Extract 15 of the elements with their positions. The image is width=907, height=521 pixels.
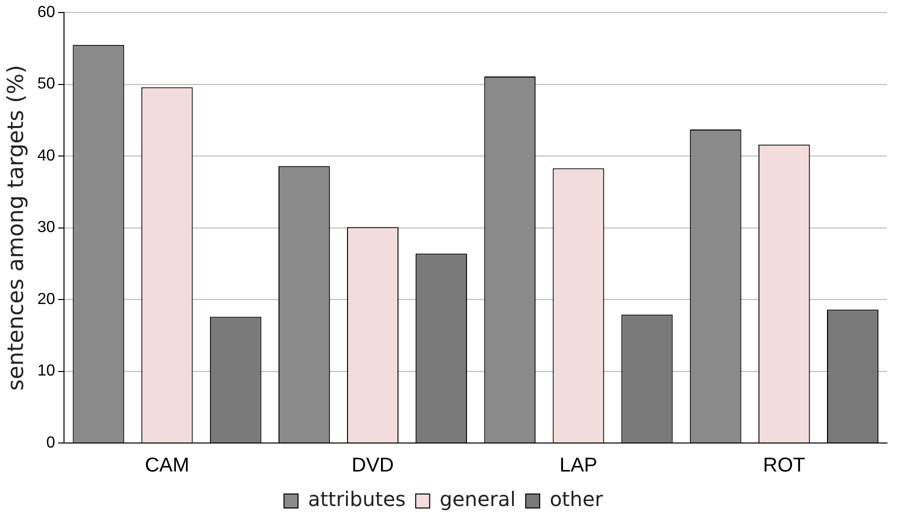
x-tick-label: CAM	[144, 454, 190, 477]
y-tick-label: 0	[46, 434, 56, 452]
legend-label: general	[440, 487, 516, 512]
y-tick-label: 60	[37, 4, 56, 22]
y-tick-label: 40	[37, 147, 56, 164]
y-axis-title: sentences among targets (%)	[4, 64, 29, 391]
legend-label: attributes	[308, 487, 406, 512]
y-tick-label: 10	[37, 362, 56, 380]
legend-label: other	[550, 487, 604, 512]
x-tick-label: ROT	[763, 454, 806, 477]
y-tick-label: 50	[37, 76, 56, 93]
y-tick-label: 30	[37, 219, 56, 236]
x-tick-label: DVD	[352, 454, 394, 477]
x-tick-label: LAP	[560, 454, 598, 477]
y-tick-label: 20	[37, 290, 56, 308]
